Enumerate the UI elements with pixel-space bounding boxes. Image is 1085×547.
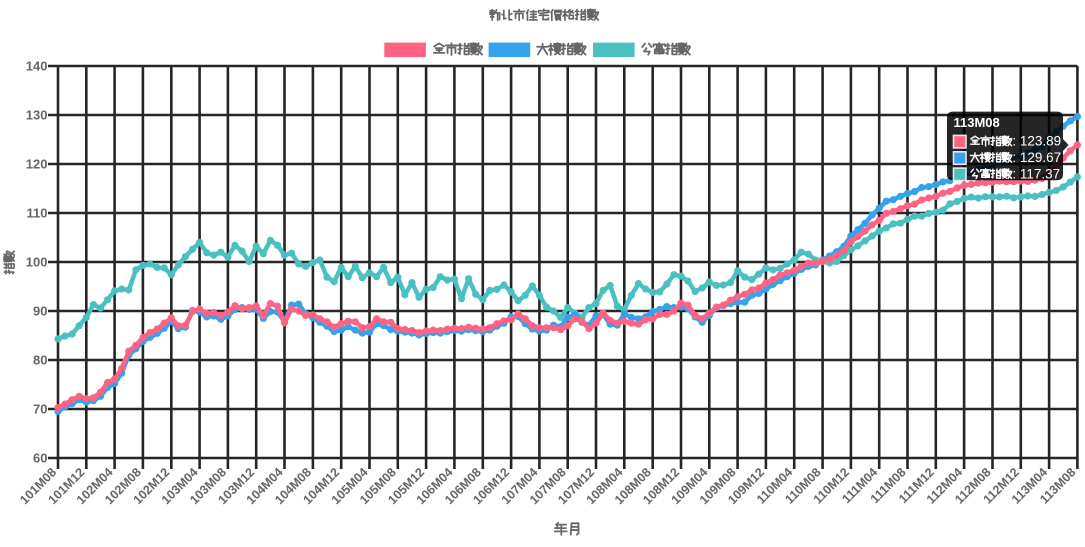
svg-text:120: 120 bbox=[26, 157, 48, 172]
svg-text:: 129.67: : 129.67 bbox=[1012, 150, 1061, 165]
svg-text:: 123.89: : 123.89 bbox=[1012, 134, 1061, 149]
svg-text:60: 60 bbox=[33, 451, 47, 466]
svg-text:: 117.37: : 117.37 bbox=[1012, 166, 1060, 181]
svg-text:113M08: 113M08 bbox=[954, 115, 1000, 130]
svg-text:110: 110 bbox=[27, 206, 48, 221]
svg-text:100: 100 bbox=[26, 255, 48, 270]
svg-text:90: 90 bbox=[33, 304, 47, 319]
svg-text:70: 70 bbox=[33, 402, 47, 417]
svg-text:140: 140 bbox=[26, 59, 48, 74]
svg-text:130: 130 bbox=[26, 108, 48, 123]
svg-text:80: 80 bbox=[33, 353, 47, 368]
